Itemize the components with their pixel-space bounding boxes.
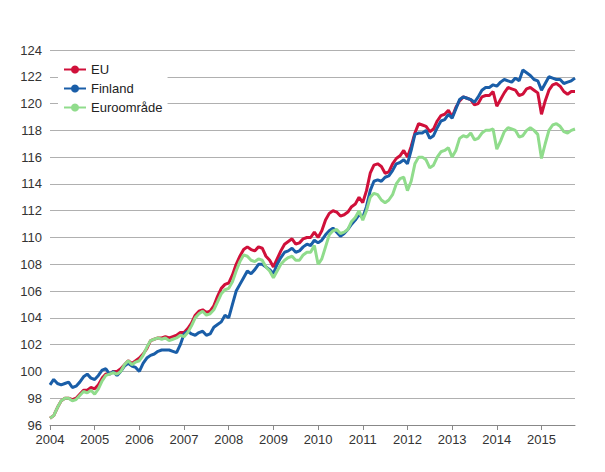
svg-text:120: 120 bbox=[20, 96, 42, 111]
svg-text:Finland: Finland bbox=[91, 81, 134, 96]
svg-text:2010: 2010 bbox=[304, 432, 333, 447]
svg-text:102: 102 bbox=[20, 337, 42, 352]
svg-text:96: 96 bbox=[28, 418, 42, 433]
svg-text:EU: EU bbox=[91, 62, 109, 77]
svg-text:108: 108 bbox=[20, 257, 42, 272]
svg-text:2013: 2013 bbox=[438, 432, 467, 447]
svg-text:122: 122 bbox=[20, 69, 42, 84]
svg-text:2012: 2012 bbox=[393, 432, 422, 447]
svg-text:Euroområde: Euroområde bbox=[91, 100, 163, 115]
svg-text:98: 98 bbox=[28, 391, 42, 406]
svg-text:116: 116 bbox=[21, 150, 42, 165]
svg-text:2007: 2007 bbox=[170, 432, 199, 447]
svg-text:110: 110 bbox=[21, 230, 42, 245]
svg-text:118: 118 bbox=[21, 123, 42, 138]
svg-text:2009: 2009 bbox=[259, 432, 288, 447]
svg-text:2006: 2006 bbox=[125, 432, 154, 447]
svg-text:106: 106 bbox=[20, 284, 42, 299]
svg-text:100: 100 bbox=[20, 364, 42, 379]
svg-text:104: 104 bbox=[20, 310, 42, 325]
svg-text:2011: 2011 bbox=[349, 432, 377, 447]
svg-text:2008: 2008 bbox=[214, 432, 243, 447]
svg-text:112: 112 bbox=[21, 203, 42, 218]
svg-text:114: 114 bbox=[21, 176, 42, 191]
svg-text:2015: 2015 bbox=[527, 432, 556, 447]
svg-text:2004: 2004 bbox=[36, 432, 65, 447]
svg-text:2005: 2005 bbox=[80, 432, 109, 447]
svg-text:124: 124 bbox=[20, 43, 42, 58]
svg-text:2014: 2014 bbox=[482, 432, 511, 447]
